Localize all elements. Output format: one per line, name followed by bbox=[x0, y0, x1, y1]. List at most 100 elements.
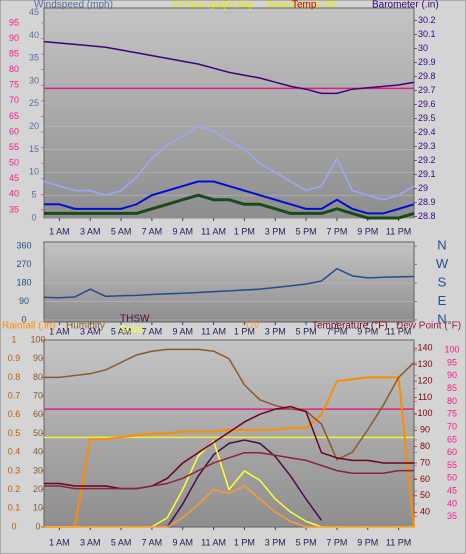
y-tick-label: 50 bbox=[33, 428, 43, 438]
y3-tick-label: 65 bbox=[9, 111, 19, 121]
y4-tick-label: 75 bbox=[447, 409, 457, 419]
plot-area bbox=[43, 339, 415, 528]
y2-tick-label: 0.5 bbox=[8, 428, 21, 438]
series-line bbox=[43, 40, 415, 95]
x-tick-label: 7 AM bbox=[142, 326, 163, 336]
y3-tick-label: 90 bbox=[420, 425, 430, 435]
x-tick-label: 9 AM bbox=[172, 537, 193, 547]
x-tick-label: 5 PM bbox=[296, 326, 317, 336]
y-tick-label: 10 bbox=[29, 167, 39, 177]
y3-tick-label: 50 bbox=[420, 490, 430, 500]
x-tick-label: 11 AM bbox=[201, 226, 226, 236]
y2-tick-label: 0.3 bbox=[8, 465, 21, 475]
y3-tick-label: 50 bbox=[9, 158, 19, 168]
series-line bbox=[44, 451, 414, 490]
y3-tick-label: 45 bbox=[9, 173, 19, 183]
y4-tick-label: 60 bbox=[447, 447, 457, 457]
series-line bbox=[44, 485, 414, 528]
x-tick-label: 9 PM bbox=[357, 326, 378, 336]
y-tick-label: 45 bbox=[29, 7, 39, 17]
series-line bbox=[43, 267, 415, 299]
y-tick-label: 0 bbox=[21, 314, 26, 324]
x-tick-label: 9 PM bbox=[357, 226, 378, 236]
x-tick-label: 5 AM bbox=[111, 226, 132, 236]
y-tick-label: 20 bbox=[33, 484, 43, 494]
series-label: Humidity bbox=[66, 321, 105, 332]
x-tick-label: 11 AM bbox=[201, 326, 226, 336]
series-line bbox=[43, 125, 415, 201]
y2-tick-label: N bbox=[437, 311, 446, 326]
y2-tick-label: 0.2 bbox=[8, 484, 21, 494]
x-tick-label: 1 AM bbox=[49, 326, 70, 336]
y4-tick-label: 65 bbox=[447, 434, 457, 444]
y3-tick-label: 140 bbox=[417, 343, 432, 353]
y2-tick-label: 30.1 bbox=[418, 29, 436, 39]
y-tick-label: 5 bbox=[31, 190, 36, 200]
x-tick-label: 3 PM bbox=[265, 226, 286, 236]
x-tick-label: 5 AM bbox=[111, 537, 132, 547]
y4-tick-label: 90 bbox=[447, 370, 457, 380]
x-tick-label: 3 PM bbox=[265, 326, 286, 336]
y4-tick-label: 55 bbox=[447, 460, 457, 470]
x-tick-label: 9 PM bbox=[357, 537, 378, 547]
x-tick-label: 11 PM bbox=[386, 326, 411, 336]
y-tick-label: 40 bbox=[29, 30, 39, 40]
y2-tick-label: 29.5 bbox=[418, 113, 436, 123]
y2-tick-label: 29.3 bbox=[418, 141, 436, 151]
y4-tick-label: 95 bbox=[447, 357, 457, 367]
y4-tick-label: 40 bbox=[447, 498, 457, 508]
y2-tick-label: 0.8 bbox=[8, 372, 21, 382]
x-tick-label: 11 PM bbox=[386, 226, 411, 236]
y2-tick-label: 0.4 bbox=[8, 447, 21, 457]
y3-tick-label: 80 bbox=[420, 441, 430, 451]
y2-tick-label: 28.9 bbox=[418, 197, 436, 207]
y3-tick-label: 90 bbox=[9, 33, 19, 43]
x-tick-label: 11 PM bbox=[386, 537, 411, 547]
y-tick-label: 10 bbox=[33, 503, 43, 513]
y-tick-label: 100 bbox=[30, 334, 45, 344]
plot-area bbox=[43, 7, 415, 219]
y-axis-label: Windspeed (mph) bbox=[34, 0, 113, 11]
series-line bbox=[44, 193, 415, 220]
y4-tick-label: 100 bbox=[444, 345, 459, 355]
y2-tick-label: W bbox=[436, 256, 449, 271]
x-tick-label: 5 PM bbox=[296, 226, 317, 236]
y4-tick-label: 80 bbox=[447, 396, 457, 406]
y4-tick-label: 45 bbox=[447, 486, 457, 496]
y-tick-label: 360 bbox=[16, 240, 31, 250]
series-line bbox=[44, 180, 415, 215]
y2-tick-label: 0.9 bbox=[8, 353, 21, 363]
y-tick-label: 70 bbox=[33, 390, 43, 400]
x-tick-label: 11 AM bbox=[201, 537, 226, 547]
y-tick-label: 30 bbox=[29, 75, 39, 85]
y2-tick-label: 0.1 bbox=[8, 503, 21, 513]
y3-tick-label: 130 bbox=[417, 359, 432, 369]
y3-tick-label: 120 bbox=[417, 375, 432, 385]
x-tick-label: 1 PM bbox=[234, 537, 255, 547]
y2-tick-label: 1 bbox=[11, 334, 16, 344]
x-tick-label: 7 PM bbox=[326, 537, 347, 547]
series-line bbox=[166, 439, 323, 528]
x-tick-label: 1 PM bbox=[234, 226, 255, 236]
x-tick-label: 7 AM bbox=[142, 537, 163, 547]
y-tick-label: 180 bbox=[16, 277, 31, 287]
y2-tick-label: 29.6 bbox=[418, 99, 436, 109]
y-tick-label: 0 bbox=[35, 521, 40, 531]
y4-tick-label: 85 bbox=[447, 383, 457, 393]
y2-tick-label: 29.2 bbox=[418, 155, 436, 165]
y2-tick-label: S bbox=[438, 274, 447, 289]
y-tick-label: 15 bbox=[29, 144, 39, 154]
y4-tick-label: 35 bbox=[447, 511, 457, 521]
y2-tick-label: 0 bbox=[11, 521, 16, 531]
y2-tick-label: 29 bbox=[418, 183, 428, 193]
series-line bbox=[44, 376, 415, 528]
x-tick-label: 9 AM bbox=[172, 326, 193, 336]
y3-tick-label: 75 bbox=[9, 80, 19, 90]
y-tick-label: 0 bbox=[31, 212, 36, 222]
y4-tick-label: 50 bbox=[447, 473, 457, 483]
plot-area bbox=[43, 241, 415, 323]
y3-tick-label: 70 bbox=[9, 95, 19, 105]
x-tick-label: 3 AM bbox=[80, 537, 101, 547]
y-tick-label: 35 bbox=[29, 53, 39, 63]
y3-tick-label: 60 bbox=[420, 474, 430, 484]
